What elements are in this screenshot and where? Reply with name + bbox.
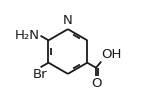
Text: O: O [91, 77, 101, 90]
Text: OH: OH [102, 48, 122, 61]
Text: Br: Br [33, 68, 47, 81]
Text: N: N [63, 14, 73, 27]
Text: H₂N: H₂N [15, 29, 40, 42]
